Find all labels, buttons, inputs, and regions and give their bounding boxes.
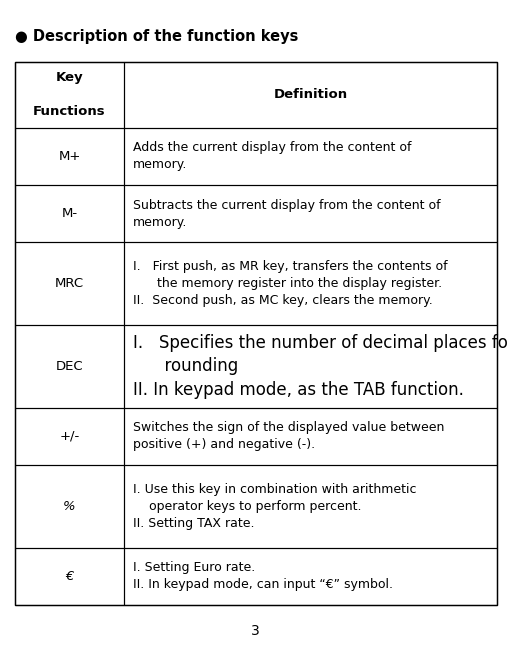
Text: Adds the current display from the content of
memory.: Adds the current display from the conten… bbox=[133, 141, 411, 171]
Text: 3: 3 bbox=[250, 624, 259, 638]
Text: I. Use this key in combination with arithmetic
    operator keys to perform perc: I. Use this key in combination with arit… bbox=[133, 483, 416, 530]
Text: M-: M- bbox=[62, 207, 77, 220]
Text: I. Setting Euro rate.
II. In keypad mode, can input “€” symbol.: I. Setting Euro rate. II. In keypad mode… bbox=[133, 561, 392, 591]
Text: Definition: Definition bbox=[273, 88, 347, 101]
Text: €: € bbox=[65, 570, 74, 583]
Text: Key

Functions: Key Functions bbox=[33, 71, 106, 118]
Text: I.   First push, as MR key, transfers the contents of
      the memory register : I. First push, as MR key, transfers the … bbox=[133, 260, 447, 307]
Text: +/-: +/- bbox=[59, 430, 79, 443]
Text: ● Description of the function keys: ● Description of the function keys bbox=[15, 29, 298, 44]
Text: DEC: DEC bbox=[55, 360, 83, 373]
Text: MRC: MRC bbox=[55, 277, 84, 290]
Text: Switches the sign of the displayed value between
positive (+) and negative (-).: Switches the sign of the displayed value… bbox=[133, 421, 443, 451]
Text: I.   Specifies the number of decimal places for
      rounding
II. In keypad mod: I. Specifies the number of decimal place… bbox=[133, 334, 509, 399]
Text: M+: M+ bbox=[58, 150, 80, 163]
Text: %: % bbox=[63, 500, 76, 513]
Text: Subtracts the current display from the content of
memory.: Subtracts the current display from the c… bbox=[133, 199, 440, 228]
